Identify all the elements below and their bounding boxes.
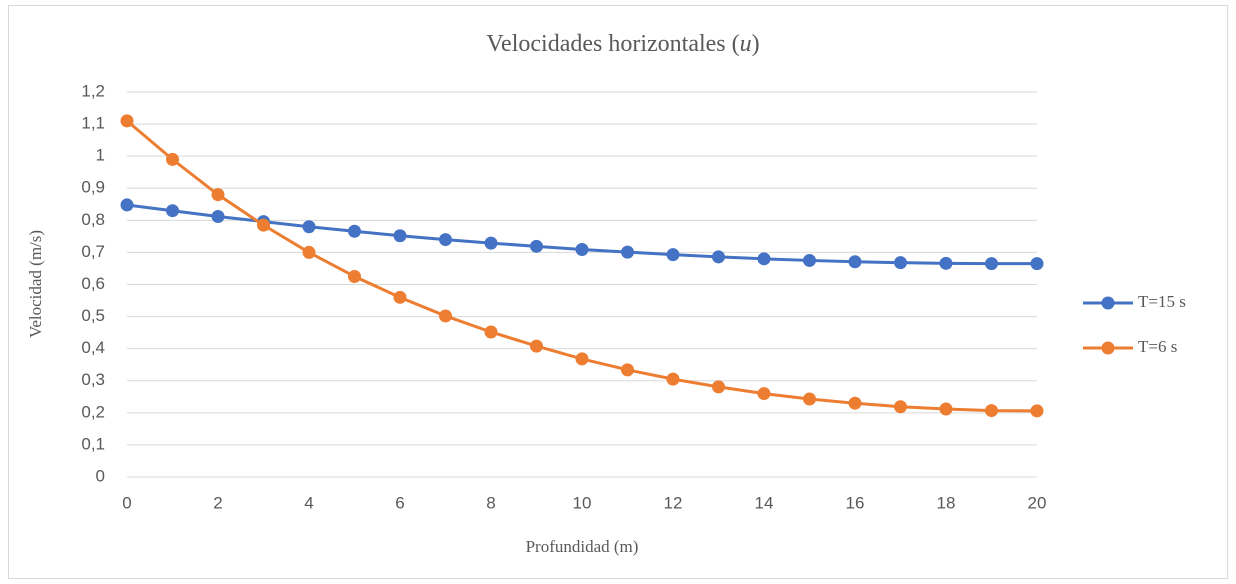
x-tick-label: 4 [304, 493, 313, 512]
data-point [393, 290, 407, 304]
x-tick-label: 2 [213, 493, 222, 512]
data-point [120, 114, 134, 128]
legend-label: T=6 s [1138, 337, 1177, 356]
data-point [803, 253, 816, 267]
title-part: u [740, 31, 752, 57]
data-point [939, 402, 953, 416]
data-point [803, 392, 816, 406]
data-point [302, 220, 316, 234]
title-part: ) [752, 31, 760, 57]
data-point [302, 245, 316, 259]
y-tick-label: 1,2 [81, 81, 105, 100]
x-tick-label: 12 [664, 493, 683, 512]
data-point [348, 224, 361, 238]
data-point [985, 404, 998, 418]
data-point [939, 256, 953, 270]
data-point [348, 269, 361, 283]
x-tick-label: 16 [846, 493, 865, 512]
data-point [666, 248, 680, 262]
data-point [120, 198, 134, 212]
chart-title: Velocidades horizontales (u) [486, 31, 759, 57]
data-point [621, 245, 634, 259]
data-point [894, 256, 907, 270]
y-tick-label: 1,1 [81, 114, 105, 133]
x-tick-label: 8 [486, 493, 495, 512]
y-tick-label: 0,4 [81, 338, 105, 357]
data-point [848, 255, 862, 269]
x-tick-label: 18 [937, 493, 956, 512]
data-point [439, 233, 452, 247]
data-point [757, 252, 771, 266]
data-point [484, 236, 498, 250]
y-tick-label: 0,3 [81, 370, 105, 389]
title-part: Velocidades horizontales ( [486, 31, 739, 57]
y-tick-label: 0,1 [81, 434, 105, 453]
data-point [166, 204, 179, 218]
legend-marker [1101, 341, 1115, 355]
y-tick-label: 0,9 [81, 178, 105, 197]
y-tick-label: 0,7 [81, 242, 105, 261]
y-tick-label: 0,5 [81, 306, 105, 325]
data-point [211, 188, 225, 202]
x-tick-label: 10 [573, 493, 592, 512]
data-point [439, 309, 452, 323]
data-point [166, 152, 179, 166]
data-point [530, 239, 543, 253]
y-tick-label: 0,2 [81, 402, 105, 421]
x-tick-label: 6 [395, 493, 404, 512]
data-point [1030, 404, 1044, 418]
data-point [848, 396, 862, 410]
y-tick-label: 0 [96, 466, 105, 485]
data-point [757, 387, 771, 401]
y-axis-label: Velocidad (m/s) [26, 230, 45, 338]
data-point [393, 229, 407, 243]
x-tick-label: 20 [1028, 493, 1047, 512]
x-tick-label: 14 [755, 493, 774, 512]
data-point [484, 325, 498, 339]
data-point [257, 218, 270, 232]
y-tick-label: 1 [96, 146, 105, 165]
legend-marker [1101, 296, 1115, 310]
x-tick-label: 0 [122, 493, 131, 512]
data-point [621, 363, 634, 377]
data-point [712, 250, 725, 264]
data-point [894, 400, 907, 414]
data-point [530, 339, 543, 353]
data-point [1030, 257, 1044, 271]
legend-label: T=15 s [1138, 292, 1186, 311]
x-axis-label: Profundidad (m) [526, 537, 639, 556]
data-point [211, 209, 225, 223]
data-point [575, 352, 589, 366]
data-point [666, 372, 680, 386]
data-point [712, 380, 725, 394]
chart-frame [8, 5, 1228, 579]
data-point [985, 257, 998, 271]
y-tick-label: 0,8 [81, 210, 105, 229]
y-tick-label: 0,6 [81, 274, 105, 293]
data-point [575, 243, 589, 257]
